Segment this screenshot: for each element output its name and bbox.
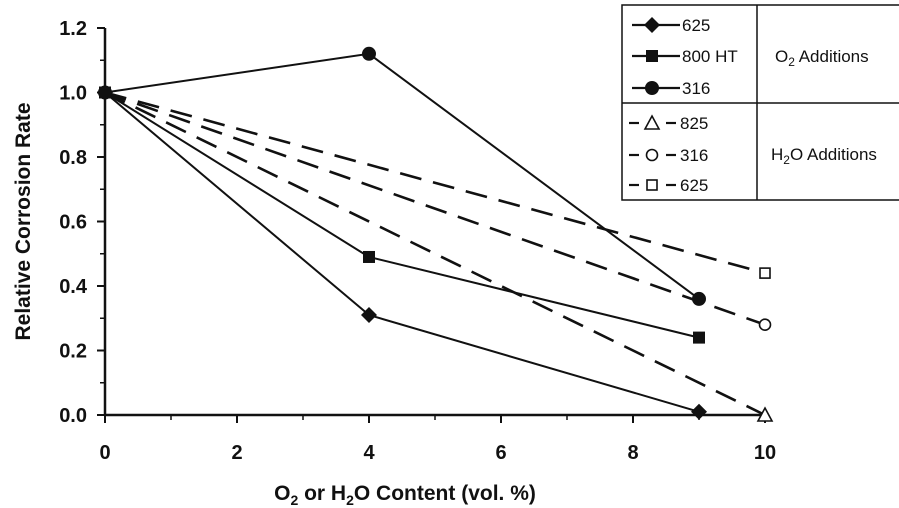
series-o2-625-point-1-shape	[361, 307, 377, 324]
x-axis-title-part-b: or H	[298, 482, 346, 505]
y-tick-label-1: 0.2	[59, 341, 87, 363]
y-tick-label-4: 0.8	[59, 147, 87, 169]
series-o2-625-line	[104, 91, 700, 413]
series-o2-316-point-1-shape	[362, 46, 376, 61]
legend-entry-h2o-625-label: 625	[680, 176, 708, 195]
series-h2o-825-point-1	[756, 406, 774, 422]
legend-group-o2-rest: Additions	[795, 47, 869, 66]
legend-entry-o2-800-ht: 800 HT	[632, 47, 738, 66]
legend-group-o2-main: O	[775, 47, 788, 66]
series-h2o-825-line	[104, 91, 766, 417]
legend-entry-o2-625-marker-shape	[644, 17, 660, 33]
series-o2-316-point-1	[362, 46, 376, 61]
legend-entry-h2o-625-marker	[646, 179, 658, 191]
legend-entry-o2-316: 316	[632, 79, 710, 98]
y-axis-title: Relative Corrosion Rate	[12, 102, 35, 340]
legend-entry-o2-800-ht-marker	[646, 50, 658, 62]
legend-entry-h2o-316-label: 316	[680, 146, 708, 165]
legend-entry-h2o-825-marker	[643, 114, 661, 130]
x-axis-title-part-c: O Content (vol. %)	[354, 482, 536, 505]
series-o2-625-point-2	[691, 403, 707, 420]
y-tick-label-3: 0.6	[59, 212, 87, 234]
x-tick-label-3: 6	[495, 442, 506, 464]
series-o2-316-point-0-shape	[98, 85, 112, 100]
series-o2-800-ht-point-2	[693, 331, 705, 344]
legend-group-h2o-rest: O Additions	[790, 145, 877, 164]
legend-group-o2-additions: O2 Additions	[775, 47, 869, 69]
legend-entries: 625 800 HT 316 825 316 625	[629, 16, 738, 195]
legend-entry-o2-625-marker	[644, 17, 660, 33]
x-axis-title-sub-b: 2	[346, 492, 354, 508]
series-o2-316-point-0	[98, 85, 112, 100]
legend-entry-h2o-625: 625	[629, 176, 708, 195]
legend-entry-o2-316-marker	[645, 81, 659, 95]
legend-entry-h2o-625-marker-shape	[646, 179, 658, 191]
series-o2-800-ht-line	[104, 91, 700, 339]
x-axis-title-part-a: O	[274, 482, 290, 505]
tick-labels: 0 2 4 6 8 10 0.0 0.2 0.4 0.6 0.8 1.0 1.2	[59, 18, 776, 464]
series-h2o-316-point-1	[758, 318, 772, 332]
legend-group-h2o-main: H	[771, 145, 783, 164]
y-tick-label-2: 0.4	[59, 276, 88, 298]
y-tick-label-0: 0.0	[59, 405, 87, 427]
legend-entry-o2-800-ht-marker-shape	[646, 50, 658, 62]
legend-entry-h2o-825-label: 825	[680, 114, 708, 133]
x-tick-label-0: 0	[99, 442, 110, 464]
y-tick-label-5: 1.0	[59, 83, 87, 105]
series-h2o-625-line	[104, 91, 766, 275]
y-tick-label-6: 1.2	[59, 18, 87, 40]
x-tick-label-1: 2	[231, 442, 242, 464]
series-layer	[97, 46, 774, 422]
series-o2-316-point-2	[692, 291, 706, 306]
x-tick-label-4: 8	[627, 442, 638, 464]
series-o2-800-ht-point-1-shape	[363, 250, 375, 263]
x-axis-title: O2 or H2O Content (vol. %)	[274, 482, 536, 508]
series-o2-316-line	[104, 52, 700, 300]
series-h2o-316-point-1-shape	[758, 318, 772, 332]
legend-entry-o2-625: 625	[632, 16, 710, 35]
legend-entry-h2o-825-marker-shape	[643, 114, 661, 130]
series-h2o-625-point-1	[759, 267, 771, 279]
series-o2-800-ht-point-2-shape	[693, 331, 705, 344]
legend-entry-o2-625-label: 625	[682, 16, 710, 35]
legend-entry-h2o-316-marker	[645, 148, 659, 162]
legend-entry-o2-316-marker-shape	[645, 81, 659, 95]
series-o2-625-point-1	[361, 307, 377, 324]
x-axis-title-sub-a: 2	[290, 492, 298, 508]
series-h2o-825-point-1-shape	[756, 406, 774, 422]
legend-group-h2o-additions: H2O Additions	[771, 145, 877, 167]
legend-entry-o2-800-ht-label: 800 HT	[682, 47, 738, 66]
x-tick-label-5: 10	[754, 442, 776, 464]
series-h2o-625-point-1-shape	[759, 267, 771, 279]
legend-entry-o2-316-label: 316	[682, 79, 710, 98]
legend-group-h2o-sub: 2	[783, 153, 790, 167]
x-tick-label-2: 4	[363, 442, 375, 464]
series-h2o-316-line	[104, 91, 766, 326]
series-o2-800-ht-point-1	[363, 250, 375, 263]
legend-entry-h2o-316-marker-shape	[645, 148, 659, 162]
series-o2-316-point-2-shape	[692, 291, 706, 306]
legend-entry-h2o-825: 825	[629, 114, 708, 133]
legend-group-o2-sub: 2	[788, 55, 795, 69]
legend-entry-h2o-316: 316	[629, 146, 708, 165]
series-o2-625-point-2-shape	[691, 403, 707, 420]
